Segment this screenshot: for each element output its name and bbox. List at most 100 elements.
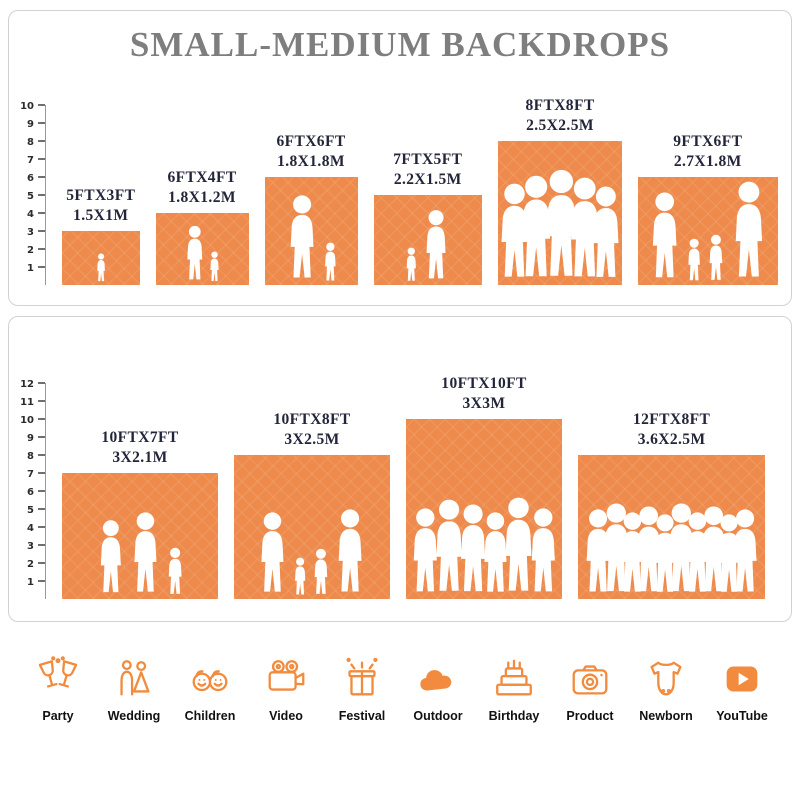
ruler-tick-label: 10	[20, 101, 34, 112]
ruler-tick-label: 3	[27, 227, 34, 238]
size-ft-label: 8FTX8FT	[525, 96, 595, 114]
size-ft-label: 9FTX6FT	[673, 132, 743, 150]
size-m-label: 3.6X2.5M	[637, 430, 706, 448]
person-silhouette	[706, 234, 726, 283]
ruler-tick	[38, 104, 45, 106]
ruler-tick-label: 10	[20, 415, 34, 426]
category-label: Video	[269, 709, 303, 723]
ruler-tick-label: 4	[27, 209, 34, 220]
category-label: Outdoor	[413, 709, 463, 723]
backdrop-size-label: 7FTX5FT 2.2X1.5M	[393, 150, 462, 190]
category-video: Video	[254, 656, 318, 723]
ruler-tick	[38, 266, 45, 268]
ruler-tick	[38, 248, 45, 250]
person-silhouette	[404, 247, 419, 283]
size-ft-label: 7FTX5FT	[393, 150, 463, 168]
ft-ruler: 1 2 3 4 5 6 7 8 9 10 11 12	[20, 380, 46, 599]
person-silhouette	[332, 508, 368, 597]
person-silhouette	[597, 502, 636, 597]
ruler-tick-label: 5	[27, 191, 34, 202]
backdrop-size-label: 12FTX8FT 3.6X2.5M	[633, 410, 710, 450]
backdrop-size-chart-bottom: 1 2 3 4 5 6 7 8 9 10 11 12 10FTX7FT 3X2.1M 10FTX8FT 3X2…	[19, 375, 781, 599]
people-silhouettes	[156, 225, 249, 283]
ruler-tick	[38, 158, 45, 160]
birthday-icon	[491, 656, 537, 702]
ft-ruler: 1 2 3 4 5 6 7 8 9 10	[20, 101, 46, 285]
backdrop-bar: 10FTX8FT 3X2.5M	[234, 411, 390, 599]
category-festival: Festival	[330, 656, 394, 723]
category-label: Party	[42, 709, 74, 723]
backdrop-size-label: 10FTX10FT 3X3M	[441, 374, 526, 414]
backdrop-bar: 7FTX5FT 2.2X1.5M	[373, 151, 483, 285]
backdrop-size-label: 5FTX3FT 1.5X1M	[66, 186, 135, 226]
size-ft-label: 6FTX6FT	[276, 132, 346, 150]
party-icon	[35, 656, 81, 702]
ruler-tick	[38, 122, 45, 124]
ruler-tick	[38, 212, 45, 214]
person-silhouette	[454, 503, 492, 597]
person-silhouette	[514, 174, 558, 283]
person-silhouette	[255, 511, 290, 597]
person-silhouette	[95, 253, 107, 283]
backdrop-size-chart-top: 1 2 3 4 5 6 7 8 9 10 5FTX3FT 1.5X1M 6FTX4FT 1.8X1.2M 6…	[19, 97, 781, 285]
category-label: Children	[184, 709, 236, 723]
size-m-label: 2.7X1.8M	[673, 152, 742, 170]
product-icon	[567, 656, 613, 702]
size-m-label: 3X2.1M	[112, 448, 168, 466]
ruler-tick	[38, 436, 45, 438]
category-product: Product	[558, 656, 622, 723]
ruler-tick-label: 7	[27, 469, 34, 480]
ruler-tick-label: 8	[27, 137, 34, 148]
category-wedding: Wedding	[102, 656, 166, 723]
backdrop-size-label: 10FTX7FT 3X2.1M	[101, 428, 178, 468]
backdrop-bar: 9FTX6FT 2.7X1.8M	[638, 133, 778, 285]
person-silhouette	[284, 194, 320, 283]
ruler-tick-label: 2	[27, 559, 34, 570]
backdrop-size-label: 8FTX8FT 2.5X2.5M	[525, 96, 594, 136]
people-silhouettes	[498, 168, 622, 283]
backdrop-bar: 5FTX3FT 1.5X1M	[62, 187, 140, 285]
backdrop-size-label: 9FTX6FT 2.7X1.8M	[673, 132, 742, 172]
person-silhouette	[292, 557, 308, 597]
backdrop-bar: 6FTX6FT 1.8X1.8M	[264, 133, 358, 285]
person-silhouette	[685, 238, 703, 283]
people-silhouettes	[374, 209, 483, 283]
ruler-tick-label: 7	[27, 155, 34, 166]
small-medium-backdrops-panel: SMALL-MEDIUM BACKDROPS 1 2 3 4 5 6 7 8 9 10 5FTX3F…	[8, 10, 792, 306]
ruler-tick-label: 4	[27, 523, 34, 534]
category-icons-row: Party Wedding Children Video Festival Outdoor…	[0, 656, 800, 723]
person-silhouette	[494, 182, 535, 283]
person-silhouette	[538, 168, 585, 283]
size-ft-label: 5FTX3FT	[66, 186, 136, 204]
backdrop-bar-rect	[578, 455, 766, 599]
size-ft-label: 10FTX7FT	[101, 428, 179, 446]
person-silhouette	[728, 180, 770, 283]
people-silhouettes	[406, 496, 562, 597]
ruler-tick-label: 1	[27, 263, 34, 274]
ruler-tick-label: 9	[27, 119, 34, 130]
ruler-tick-label: 5	[27, 505, 34, 516]
ruler-tick-label: 3	[27, 541, 34, 552]
backdrop-bar-rect	[155, 213, 249, 285]
size-ft-label: 6FTX4FT	[167, 168, 237, 186]
person-silhouette	[646, 191, 683, 283]
people-silhouettes	[638, 180, 778, 283]
backdrop-bar: 10FTX10FT 3X3M	[406, 375, 562, 599]
backdrop-bar-rect	[373, 195, 483, 285]
ruler-tick	[38, 544, 45, 546]
ruler-tick-label: 6	[27, 173, 34, 184]
person-silhouette	[95, 519, 127, 597]
people-silhouettes	[265, 194, 358, 283]
ruler-tick	[38, 400, 45, 402]
size-m-label: 3X3M	[462, 394, 506, 412]
backdrop-size-label: 10FTX8FT 3X2.5M	[273, 410, 350, 450]
person-silhouette	[525, 507, 562, 597]
ruler-tick	[38, 454, 45, 456]
person-silhouette	[407, 507, 444, 597]
ruler-tick	[38, 418, 45, 420]
ruler-tick	[38, 176, 45, 178]
person-silhouette	[128, 511, 163, 597]
person-silhouette	[311, 548, 331, 597]
ruler-tick	[38, 526, 45, 528]
category-youtube: YouTube	[710, 656, 774, 723]
